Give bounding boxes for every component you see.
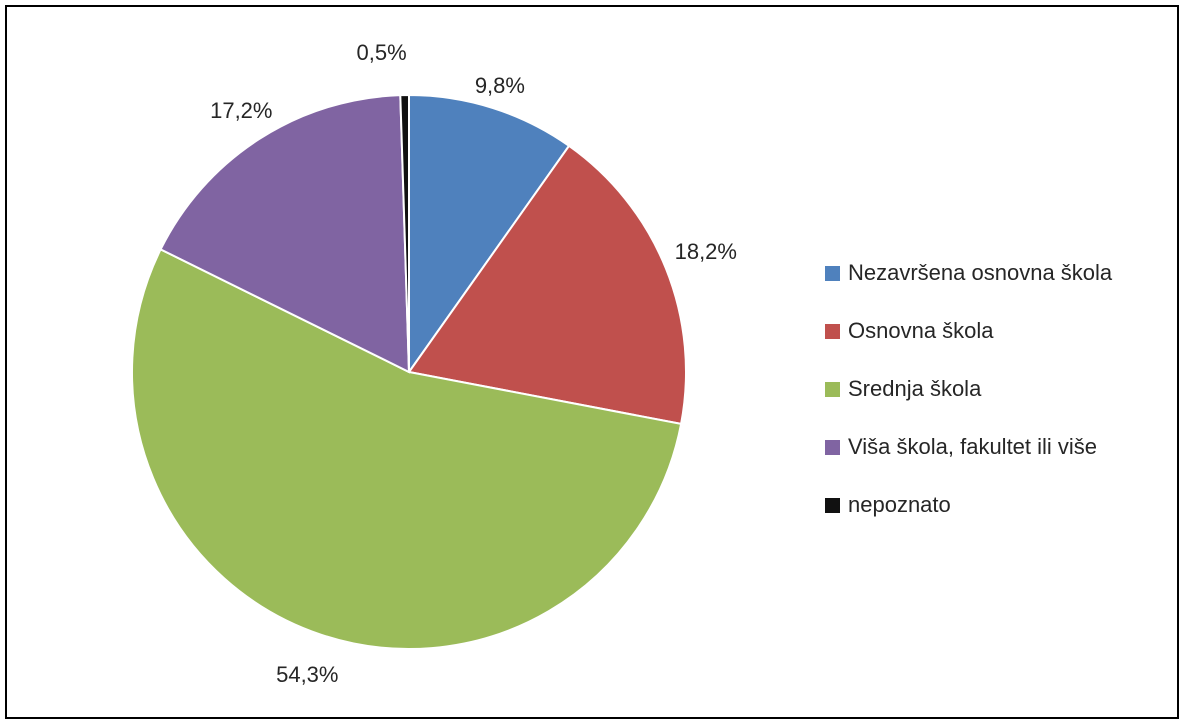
legend-swatch (825, 265, 840, 281)
data-label: 18,2% (674, 239, 737, 265)
legend-item-nepoznato: nepoznato (825, 476, 1112, 534)
legend-swatch (825, 439, 840, 455)
legend-swatch (825, 497, 840, 513)
legend-swatch (825, 323, 840, 339)
legend-item-nezavrsena-osnovna-skola: Nezavršena osnovna škola (825, 244, 1112, 302)
legend-swatch (825, 381, 840, 397)
data-label: 9,8% (474, 73, 525, 99)
data-label: 54,3% (276, 662, 339, 688)
legend-item-osnovna-skola: Osnovna škola (825, 302, 1112, 360)
legend-label: Nezavršena osnovna škola (848, 260, 1113, 285)
data-label: 17,2% (210, 98, 273, 124)
legend-item-visa-skola: Viša škola, fakultet ili više (825, 418, 1112, 476)
legend-label: Viša škola, fakultet ili više (848, 434, 1098, 459)
pie-slice-nepoznato (399, 93, 410, 373)
pie-slice-srednja-skola (131, 248, 683, 651)
pie-slice-nezavrsena-osnovna-skola (408, 93, 571, 376)
pie-slice-osnovna-skola (407, 144, 687, 426)
data-label: 0,5% (356, 40, 407, 66)
legend-label: Osnovna škola (848, 318, 994, 343)
legend-label: Srednja škola (848, 376, 982, 401)
pie-slice-visa-skola-fakultet-ili-vise (159, 94, 411, 374)
legend: Nezavršena osnovna škola Osnovna škola S… (825, 244, 1112, 534)
legend-item-srednja-skola: Srednja škola (825, 360, 1112, 418)
legend-label: nepoznato (848, 492, 951, 517)
